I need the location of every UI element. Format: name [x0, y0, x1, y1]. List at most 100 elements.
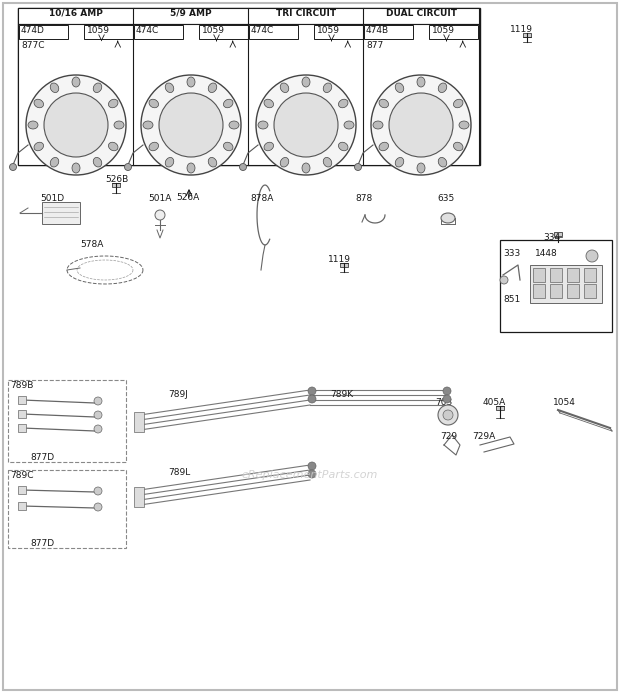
- Text: 333: 333: [503, 249, 520, 258]
- Bar: [134, 25, 183, 39]
- Text: 474C: 474C: [251, 26, 274, 35]
- Ellipse shape: [417, 163, 425, 173]
- Bar: [523, 33, 531, 37]
- Circle shape: [159, 93, 223, 157]
- Bar: [18, 24, 134, 165]
- Text: 474D: 474D: [21, 26, 45, 35]
- Ellipse shape: [149, 99, 159, 108]
- Ellipse shape: [34, 99, 43, 108]
- Ellipse shape: [459, 121, 469, 129]
- Ellipse shape: [302, 163, 310, 173]
- Ellipse shape: [379, 142, 389, 151]
- Circle shape: [155, 210, 165, 220]
- Ellipse shape: [344, 121, 354, 129]
- Text: 1059: 1059: [317, 26, 340, 35]
- Ellipse shape: [379, 99, 389, 108]
- Text: 729: 729: [440, 432, 457, 441]
- Text: 877D: 877D: [30, 453, 54, 462]
- Text: 1119: 1119: [328, 255, 351, 264]
- Circle shape: [355, 164, 361, 170]
- Circle shape: [371, 75, 471, 175]
- Text: DUAL CIRCUIT: DUAL CIRCUIT: [386, 9, 456, 18]
- Bar: [134, 487, 144, 507]
- Circle shape: [44, 93, 108, 157]
- Bar: [584, 268, 596, 282]
- Bar: [112, 183, 120, 187]
- Circle shape: [274, 93, 338, 157]
- Ellipse shape: [50, 83, 59, 93]
- Ellipse shape: [223, 99, 233, 108]
- Bar: [533, 284, 545, 298]
- Bar: [364, 25, 413, 39]
- Ellipse shape: [453, 99, 463, 108]
- Ellipse shape: [223, 142, 233, 151]
- Bar: [18, 486, 26, 494]
- Bar: [363, 24, 479, 165]
- Ellipse shape: [72, 77, 80, 87]
- Text: 405A: 405A: [483, 398, 507, 407]
- Text: 851: 851: [503, 295, 520, 304]
- Bar: [584, 284, 596, 298]
- Ellipse shape: [34, 142, 43, 151]
- Circle shape: [308, 387, 316, 395]
- Bar: [18, 424, 26, 432]
- Ellipse shape: [302, 77, 310, 87]
- Bar: [8, 470, 126, 548]
- Text: eReplacementParts.com: eReplacementParts.com: [242, 470, 378, 480]
- Bar: [340, 263, 348, 267]
- Text: 474C: 474C: [136, 26, 159, 35]
- Bar: [248, 24, 364, 165]
- Ellipse shape: [93, 83, 102, 93]
- Ellipse shape: [28, 121, 38, 129]
- Text: 729A: 729A: [472, 432, 495, 441]
- Circle shape: [438, 405, 458, 425]
- Text: 635: 635: [437, 194, 454, 203]
- Bar: [550, 284, 562, 298]
- Text: 877C: 877C: [21, 41, 45, 50]
- Ellipse shape: [72, 163, 80, 173]
- Ellipse shape: [280, 157, 289, 167]
- Text: 789B: 789B: [10, 381, 33, 390]
- Text: 334: 334: [543, 233, 560, 242]
- Bar: [18, 396, 26, 404]
- Bar: [550, 268, 562, 282]
- Bar: [530, 265, 602, 303]
- Text: 526B: 526B: [105, 175, 128, 184]
- Text: 877D: 877D: [30, 539, 54, 548]
- Ellipse shape: [114, 121, 124, 129]
- Ellipse shape: [417, 77, 425, 87]
- Ellipse shape: [187, 77, 195, 87]
- Bar: [18, 8, 480, 165]
- Bar: [567, 284, 579, 298]
- Bar: [133, 24, 249, 165]
- Ellipse shape: [143, 121, 153, 129]
- Circle shape: [141, 75, 241, 175]
- Bar: [133, 8, 249, 24]
- Ellipse shape: [149, 142, 159, 151]
- Circle shape: [256, 75, 356, 175]
- Text: 789K: 789K: [330, 390, 353, 399]
- Bar: [18, 502, 26, 510]
- Ellipse shape: [441, 213, 455, 223]
- Text: 5/9 AMP: 5/9 AMP: [170, 9, 212, 18]
- Text: 526A: 526A: [176, 193, 199, 202]
- Bar: [314, 25, 363, 39]
- Text: 578A: 578A: [80, 240, 104, 249]
- Text: 789C: 789C: [10, 471, 33, 480]
- Text: 10/16 AMP: 10/16 AMP: [49, 9, 103, 18]
- Circle shape: [308, 395, 316, 403]
- Bar: [18, 8, 134, 24]
- Ellipse shape: [395, 157, 404, 167]
- Circle shape: [308, 470, 316, 478]
- Bar: [249, 25, 298, 39]
- Bar: [8, 380, 126, 462]
- Text: 789J: 789J: [168, 390, 188, 399]
- Ellipse shape: [93, 157, 102, 167]
- Ellipse shape: [187, 163, 195, 173]
- Circle shape: [125, 164, 131, 170]
- Circle shape: [443, 387, 451, 395]
- Text: 878A: 878A: [250, 194, 273, 203]
- Circle shape: [26, 75, 126, 175]
- Text: 1059: 1059: [432, 26, 455, 35]
- Ellipse shape: [323, 83, 332, 93]
